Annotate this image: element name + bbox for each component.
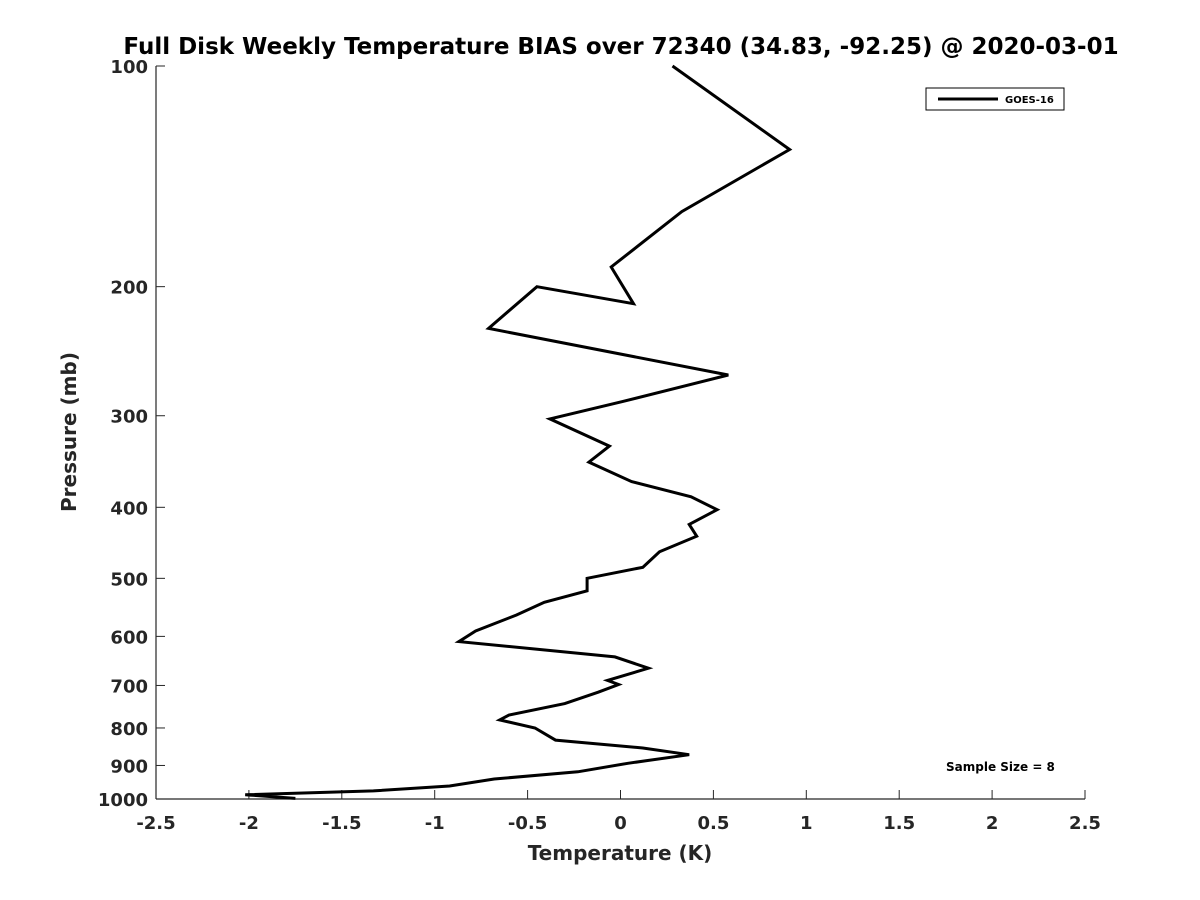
x-axis-label: Temperature (K): [528, 841, 713, 865]
x-tick-label: 2: [986, 813, 999, 834]
x-tick-label: 1: [800, 813, 813, 834]
y-tick-label: 1000: [98, 790, 148, 811]
y-tick-label: 400: [110, 498, 148, 519]
sample-size-annotation: Sample Size = 8: [946, 760, 1055, 774]
y-ticks: 100 200 300 400 500 600 700 800 900 1000: [98, 57, 165, 811]
x-tick-label: -1.5: [322, 813, 361, 834]
plot-axes: [155, 66, 1085, 800]
x-tick-label: -0.5: [508, 813, 547, 834]
x-tick-label: 0.5: [697, 813, 729, 834]
y-tick-label: 500: [110, 569, 148, 590]
legend: GOES-16: [925, 87, 1065, 111]
y-tick-label: 200: [110, 278, 148, 299]
chart-title: Full Disk Weekly Temperature BIAS over 7…: [123, 34, 1118, 60]
x-tick-label: -2.5: [136, 813, 175, 834]
y-tick-label: 600: [110, 627, 148, 648]
y-tick-label: 700: [110, 676, 148, 697]
x-tick-label: 1.5: [883, 813, 915, 834]
y-tick-label: 900: [110, 756, 148, 777]
y-tick-label: 100: [110, 57, 148, 78]
x-tick-label: 0: [614, 813, 627, 834]
y-tick-label: 300: [110, 407, 148, 428]
y-axis-label: Pressure (mb): [57, 352, 81, 512]
x-tick-label: 2.5: [1069, 813, 1101, 834]
x-ticks: -2.5 -2 -1.5 -1 -0.5 0 0.5 1 1.5 2 2.5: [136, 790, 1101, 834]
x-tick-label: -1: [425, 813, 445, 834]
legend-label-goes-16: GOES-16: [1005, 95, 1054, 106]
y-tick-label: 800: [110, 719, 148, 740]
x-tick-label: -2: [239, 813, 259, 834]
series-layer: [245, 64, 793, 800]
series-line-goes-16: [245, 64, 793, 800]
